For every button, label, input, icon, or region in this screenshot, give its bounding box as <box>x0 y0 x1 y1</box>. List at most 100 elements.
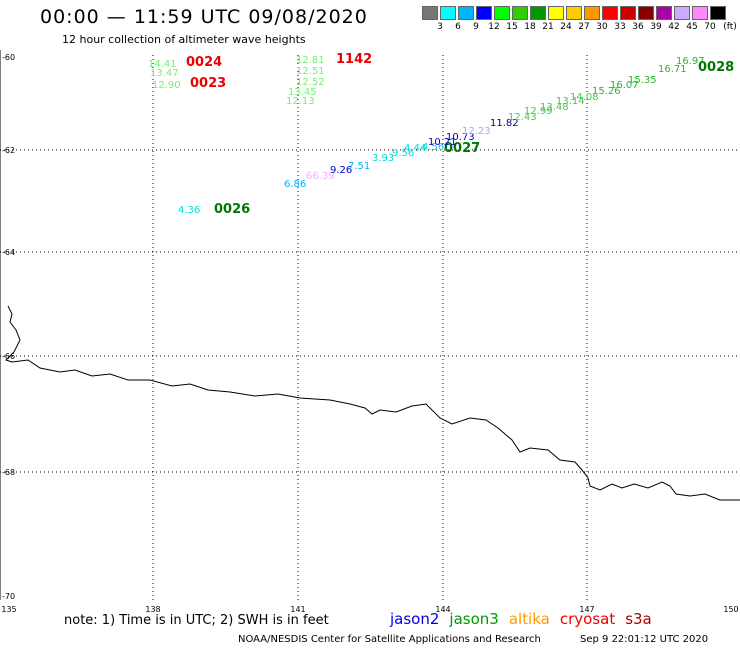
colorbar-swatch <box>512 6 528 20</box>
lon-label-135: 135 <box>1 605 16 614</box>
colorbar-swatch <box>476 6 492 20</box>
lat-label-60: -60 <box>2 53 15 62</box>
lat-label-66: -66 <box>2 352 15 361</box>
pass-time-label: 0028 <box>698 60 734 75</box>
wave-height-value: 4.36 <box>178 205 200 216</box>
lat-label-70: -70 <box>2 592 15 601</box>
colorbar-label: 12 <box>488 22 500 32</box>
wave-height-value: 13.14 <box>556 96 585 107</box>
colorbar-swatch <box>602 6 618 20</box>
lon-label-150: 150 <box>723 605 738 614</box>
colorbar-swatch <box>656 6 672 20</box>
pass-time-label: 1142 <box>336 52 372 67</box>
colorbar-label: 27 <box>578 22 590 32</box>
satellite-legend-jason3: jason3 <box>449 610 499 628</box>
colorbar-unit: (ft) <box>723 22 737 32</box>
colorbar-label: 3 <box>437 22 443 32</box>
lat-labels: -60 -62 -64 -66 -68 -70 <box>2 53 15 601</box>
credit-date: Sep 9 22:01:12 UTC 2020 <box>580 634 709 645</box>
colorbar-swatch <box>584 6 600 20</box>
satellite-legend-jason2: jason2 <box>390 610 440 628</box>
wave-height-value: 13.45 <box>288 87 317 98</box>
lat-label-62: -62 <box>2 146 15 155</box>
wave-height-value: 10.73 <box>446 132 475 143</box>
pass-time-label: 0024 <box>186 55 222 70</box>
colorbar-swatch <box>548 6 564 20</box>
colorbar-label: 9 <box>473 22 479 32</box>
wave-height-value: 12.52 <box>296 77 325 88</box>
wave-height-value: 15.35 <box>628 75 657 86</box>
wave-height-value: 4.56 <box>422 142 444 153</box>
satellite-legend-altika: altika <box>508 610 550 628</box>
colorbar-swatch <box>674 6 690 20</box>
wave-height-value: 7.51 <box>348 161 370 172</box>
wave-height-value: 9.26 <box>330 165 352 176</box>
wave-height-value: 6.86 <box>284 179 306 190</box>
pass-time-label: 0027 <box>444 141 480 156</box>
colorbar-label: 24 <box>560 22 572 32</box>
wave-height-value: 14.41 <box>148 59 177 70</box>
colorbar-label: 30 <box>596 22 608 32</box>
lon-label-147: 147 <box>579 605 594 614</box>
map-title: 00:00 — 11:59 UTC 09/08/2020 <box>40 6 368 28</box>
colorbar-swatch <box>638 6 654 20</box>
wave-height-value: 12.13 <box>286 96 315 107</box>
colorbar-swatch <box>530 6 546 20</box>
wave-height-value: 12.23 <box>462 126 491 137</box>
colorbar-swatch <box>422 6 438 20</box>
wave-height-value: 12.43 <box>508 112 537 123</box>
wave-height-value: 15.26 <box>592 86 621 97</box>
wave-height-readings: 14.4113.4712.900024002312.8112.5112.5213… <box>148 52 734 217</box>
footer-note: note: 1) Time is in UTC; 2) SWH is in fe… <box>64 613 329 628</box>
wave-height-value: 66.39 <box>306 171 335 182</box>
colorbar-swatch <box>620 6 636 20</box>
wave-height-value: 13.48 <box>540 102 569 113</box>
colorbar-swatch <box>692 6 708 20</box>
credit-line: NOAA/NESDIS Center for Satellite Applica… <box>238 634 541 645</box>
wave-height-value: 12.99 <box>524 106 553 117</box>
wave-height-value: 16.97 <box>676 56 705 67</box>
wave-height-value: 10.21 <box>428 137 457 148</box>
lon-label-144: 144 <box>435 605 450 614</box>
colorbar-label: 21 <box>542 22 554 32</box>
wave-height-value: 12.51 <box>296 66 325 77</box>
colorbar-label: 33 <box>614 22 626 32</box>
lat-label-64: -64 <box>2 248 15 257</box>
antarctic-coastline <box>5 305 740 501</box>
lon-label-138: 138 <box>145 605 160 614</box>
lat-label-68: -68 <box>2 468 15 477</box>
wave-height-value: 3.93 <box>372 153 394 164</box>
satellite-legend-cryosat: cryosat <box>559 610 616 628</box>
grid <box>0 55 740 600</box>
pass-time-label: 0023 <box>190 76 226 91</box>
colorbar-label: 45 <box>686 22 698 32</box>
colorbar-swatch <box>458 6 474 20</box>
wave-height-value: 11.82 <box>490 118 519 129</box>
satellite-legend: jason2 jason3 altika cryosat s3a <box>390 610 662 628</box>
colorbar-label: 15 <box>506 22 518 32</box>
colorbar-swatch <box>710 6 726 20</box>
wave-height-value: 4.44 <box>404 143 426 154</box>
colorbar-label: 18 <box>524 22 536 32</box>
colorbar-label: 70 <box>704 22 716 32</box>
map-subtitle: 12 hour collection of altimeter wave hei… <box>62 33 306 46</box>
satellite-legend-s3a: s3a <box>625 610 652 628</box>
colorbar-swatch <box>566 6 582 20</box>
pass-time-label: 0026 <box>214 202 250 217</box>
wave-height-value: 16.71 <box>658 64 687 75</box>
colorbar-label: 36 <box>632 22 644 32</box>
colorbar-label: 42 <box>668 22 680 32</box>
colorbar-label: 39 <box>650 22 662 32</box>
colorbar-swatch <box>494 6 510 20</box>
wave-height-value: 12.81 <box>296 55 325 66</box>
wave-height-value: 13.47 <box>150 68 179 79</box>
lon-labels: 135 138 141 144 147 150 <box>1 605 738 614</box>
colorbar-swatch <box>440 6 456 20</box>
wave-height-value: 16.07 <box>610 80 639 91</box>
lon-label-141: 141 <box>290 605 305 614</box>
colorbar-label: 6 <box>455 22 461 32</box>
wave-height-value: 12.90 <box>152 80 181 91</box>
wave-height-value: 9.56 <box>392 148 414 159</box>
wave-height-value: 14.08 <box>570 92 599 103</box>
